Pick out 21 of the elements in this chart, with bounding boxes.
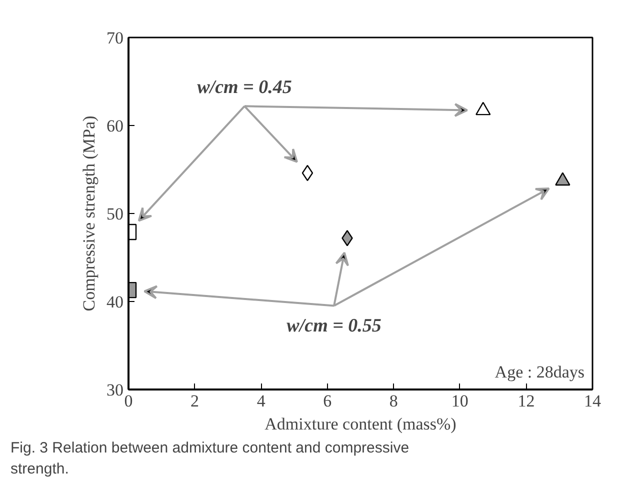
y-tick-label: 40 [106, 292, 124, 312]
x-tick-label: 0 [124, 392, 133, 410]
x-tick-label: 10 [451, 392, 468, 410]
x-tick-label: 2 [190, 392, 200, 410]
y-tick-label: 30 [106, 380, 124, 400]
x-tick-label: 6 [323, 392, 332, 410]
y-tick-label: 60 [106, 116, 124, 136]
y-tick-label: 50 [106, 204, 124, 224]
point [555, 172, 570, 186]
y-axis-title: Compressive strength (MPa) [80, 116, 98, 312]
annotation: Age : 28days [494, 362, 585, 382]
annotation: w/cm = 0.45 [197, 77, 292, 98]
point [476, 102, 491, 116]
x-tick-label: 12 [518, 392, 535, 410]
y-tick-label: 70 [106, 28, 124, 48]
x-axis-title: Admixture content (mass%) [264, 414, 456, 434]
annotation: w/cm = 0.55 [286, 316, 382, 337]
x-tick-label: 8 [389, 392, 398, 410]
x-tick-label: 4 [256, 392, 266, 410]
x-tick-label: 14 [584, 392, 602, 410]
caption: Fig. 3 Relation between admixture content and compressive strength. [10, 440, 410, 478]
